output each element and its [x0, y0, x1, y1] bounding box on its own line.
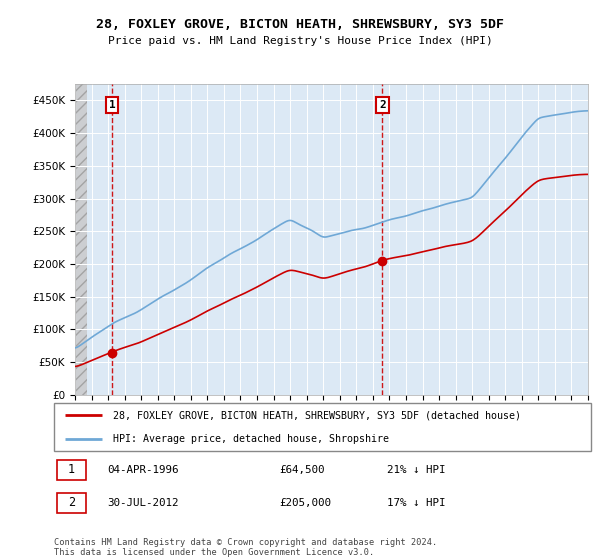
Text: £205,000: £205,000 — [280, 498, 332, 507]
Text: 1: 1 — [109, 100, 116, 110]
FancyBboxPatch shape — [56, 493, 86, 512]
Text: 17% ↓ HPI: 17% ↓ HPI — [387, 498, 445, 507]
Text: 28, FOXLEY GROVE, BICTON HEATH, SHREWSBURY, SY3 5DF (detached house): 28, FOXLEY GROVE, BICTON HEATH, SHREWSBU… — [113, 410, 521, 420]
Text: 2: 2 — [68, 496, 75, 509]
Text: 21% ↓ HPI: 21% ↓ HPI — [387, 465, 445, 475]
FancyBboxPatch shape — [56, 460, 86, 480]
Text: Contains HM Land Registry data © Crown copyright and database right 2024.
This d: Contains HM Land Registry data © Crown c… — [54, 538, 437, 557]
Text: 30-JUL-2012: 30-JUL-2012 — [108, 498, 179, 507]
Text: 04-APR-1996: 04-APR-1996 — [108, 465, 179, 475]
Text: £64,500: £64,500 — [280, 465, 325, 475]
FancyBboxPatch shape — [54, 403, 591, 451]
Bar — [75, 84, 86, 395]
Text: 2: 2 — [379, 100, 386, 110]
Text: Price paid vs. HM Land Registry's House Price Index (HPI): Price paid vs. HM Land Registry's House … — [107, 36, 493, 46]
Text: 28, FOXLEY GROVE, BICTON HEATH, SHREWSBURY, SY3 5DF: 28, FOXLEY GROVE, BICTON HEATH, SHREWSBU… — [96, 18, 504, 31]
Text: HPI: Average price, detached house, Shropshire: HPI: Average price, detached house, Shro… — [113, 434, 389, 444]
Text: 1: 1 — [68, 464, 75, 477]
